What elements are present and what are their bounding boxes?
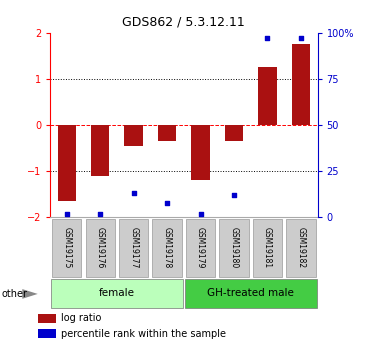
FancyBboxPatch shape: [219, 219, 249, 277]
Text: GSM19179: GSM19179: [196, 227, 205, 268]
FancyBboxPatch shape: [185, 279, 316, 307]
FancyBboxPatch shape: [286, 219, 316, 277]
Polygon shape: [22, 289, 38, 299]
Title: GDS862 / 5.3.12.11: GDS862 / 5.3.12.11: [122, 16, 245, 29]
Bar: [38, 314, 56, 323]
FancyBboxPatch shape: [51, 279, 183, 307]
Point: [97, 211, 103, 216]
Text: female: female: [99, 288, 135, 298]
FancyBboxPatch shape: [152, 219, 182, 277]
Bar: [191, 125, 210, 180]
Text: other: other: [2, 289, 28, 299]
Text: GH-treated male: GH-treated male: [207, 288, 294, 298]
FancyBboxPatch shape: [186, 219, 215, 277]
Bar: [124, 125, 143, 146]
FancyBboxPatch shape: [119, 219, 148, 277]
Bar: [158, 125, 176, 141]
Text: GSM19180: GSM19180: [229, 227, 239, 268]
Bar: [91, 125, 109, 176]
Text: GSM19175: GSM19175: [62, 227, 71, 268]
FancyBboxPatch shape: [253, 219, 282, 277]
Point: [164, 200, 170, 205]
Point: [298, 36, 304, 41]
Point: [231, 193, 237, 198]
FancyBboxPatch shape: [52, 219, 82, 277]
Point: [64, 211, 70, 216]
Text: percentile rank within the sample: percentile rank within the sample: [61, 329, 226, 339]
Point: [131, 190, 137, 196]
FancyBboxPatch shape: [85, 219, 115, 277]
Text: GSM19176: GSM19176: [96, 227, 105, 268]
Bar: [38, 329, 56, 338]
Bar: [225, 125, 243, 141]
Text: GSM19182: GSM19182: [296, 227, 305, 268]
Bar: [58, 125, 76, 201]
Point: [264, 36, 271, 41]
Text: GSM19177: GSM19177: [129, 227, 138, 268]
Bar: [292, 44, 310, 125]
Bar: [258, 67, 277, 125]
Text: GSM19181: GSM19181: [263, 227, 272, 268]
Text: log ratio: log ratio: [61, 313, 102, 323]
Text: GSM19178: GSM19178: [162, 227, 172, 268]
Point: [198, 211, 204, 216]
